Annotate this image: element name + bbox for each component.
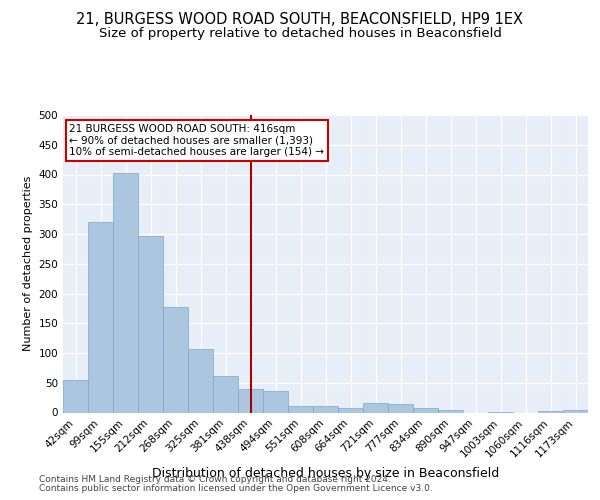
X-axis label: Distribution of detached houses by size in Beaconsfield: Distribution of detached houses by size … [152, 467, 499, 480]
Bar [388, 404, 413, 412]
Text: 21, BURGESS WOOD ROAD SOUTH, BEACONSFIELD, HP9 1EX: 21, BURGESS WOOD ROAD SOUTH, BEACONSFIEL… [77, 12, 523, 28]
Bar [438, 410, 463, 412]
Bar [363, 403, 388, 412]
Bar [138, 236, 163, 412]
Bar [263, 391, 288, 412]
Text: Size of property relative to detached houses in Beaconsfield: Size of property relative to detached ho… [98, 28, 502, 40]
Bar [213, 376, 238, 412]
Bar [563, 410, 588, 412]
Bar [538, 410, 563, 412]
Bar [63, 380, 88, 412]
Bar [313, 406, 338, 412]
Bar [163, 306, 188, 412]
Bar [88, 222, 113, 412]
Text: Contains HM Land Registry data © Crown copyright and database right 2024.: Contains HM Land Registry data © Crown c… [39, 475, 391, 484]
Bar [238, 388, 263, 412]
Text: 21 BURGESS WOOD ROAD SOUTH: 416sqm
← 90% of detached houses are smaller (1,393)
: 21 BURGESS WOOD ROAD SOUTH: 416sqm ← 90%… [70, 124, 325, 157]
Bar [113, 174, 138, 412]
Bar [188, 350, 213, 412]
Y-axis label: Number of detached properties: Number of detached properties [23, 176, 33, 352]
Bar [413, 408, 438, 412]
Bar [288, 406, 313, 412]
Text: Contains public sector information licensed under the Open Government Licence v3: Contains public sector information licen… [39, 484, 433, 493]
Bar [338, 408, 363, 412]
